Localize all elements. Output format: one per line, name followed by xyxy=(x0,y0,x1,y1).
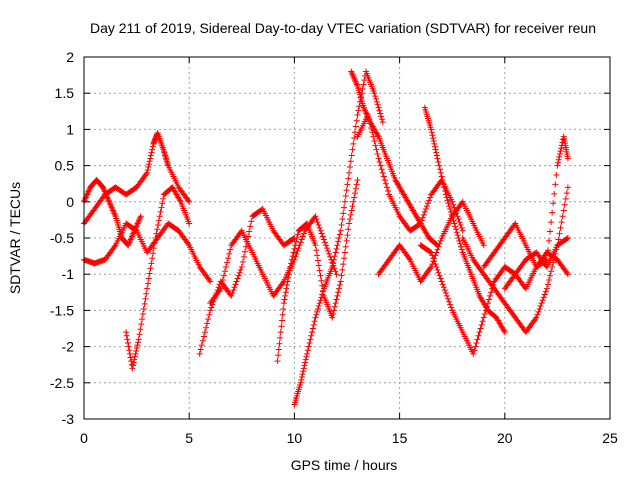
marker-plus xyxy=(375,198,487,285)
y-tick-label: 1.5 xyxy=(55,85,75,101)
y-axis-label: SDTVAR / TECUs xyxy=(7,182,23,294)
series-track-12 xyxy=(421,104,508,336)
x-tick-labels: 0 5 10 15 20 25 xyxy=(80,430,618,446)
y-tick-label: -1.5 xyxy=(50,302,74,318)
y-tick-label: -2 xyxy=(62,339,75,355)
series-track-11 xyxy=(375,198,487,285)
series-track-15 xyxy=(480,133,571,270)
marker-plus xyxy=(421,104,508,336)
chart-title: Day 211 of 2019, Sidereal Day-to-day VTE… xyxy=(90,20,596,36)
x-tick-label: 15 xyxy=(392,430,408,446)
marker-plus xyxy=(291,68,386,408)
marker-plus xyxy=(81,220,214,285)
series-track-5 xyxy=(196,206,298,357)
series-track-9 xyxy=(348,68,441,249)
axis-ticks xyxy=(83,56,611,420)
y-tick-label: -2.5 xyxy=(50,375,74,391)
x-tick-label: 5 xyxy=(185,430,193,446)
series-track-3 xyxy=(123,184,193,372)
series-track-7 xyxy=(274,177,361,365)
y-tick-label: -3 xyxy=(62,411,75,427)
series-track-8 xyxy=(291,68,386,408)
data-points xyxy=(81,68,571,408)
y-tick-label: -0.5 xyxy=(50,230,74,246)
y-tick-label: -1 xyxy=(62,266,75,282)
y-tick-label: 0.5 xyxy=(55,158,75,174)
series-track-14 xyxy=(459,184,571,336)
marker-plus xyxy=(196,206,298,357)
marker-plus xyxy=(348,68,441,249)
series-track-10 xyxy=(354,111,466,234)
y-tick-label: 1 xyxy=(66,121,74,137)
x-tick-label: 20 xyxy=(497,430,513,446)
marker-plus xyxy=(480,133,571,270)
y-tick-label: 0 xyxy=(66,194,74,210)
x-axis-label: GPS time / hours xyxy=(291,457,398,473)
marker-plus xyxy=(274,177,361,365)
marker-plus xyxy=(354,111,466,234)
x-tick-label: 10 xyxy=(287,430,303,446)
marker-plus xyxy=(123,184,193,372)
x-tick-label: 25 xyxy=(602,430,618,446)
marker-plus xyxy=(459,184,571,336)
y-tick-label: 2 xyxy=(66,49,74,65)
series-track-2 xyxy=(81,220,214,285)
series-track-16 xyxy=(501,235,571,292)
marker-plus xyxy=(501,235,571,292)
y-tick-labels: -3 -2.5 -2 -1.5 -1 -0.5 0 0.5 1 1.5 2 xyxy=(50,49,74,427)
x-tick-label: 0 xyxy=(80,430,88,446)
